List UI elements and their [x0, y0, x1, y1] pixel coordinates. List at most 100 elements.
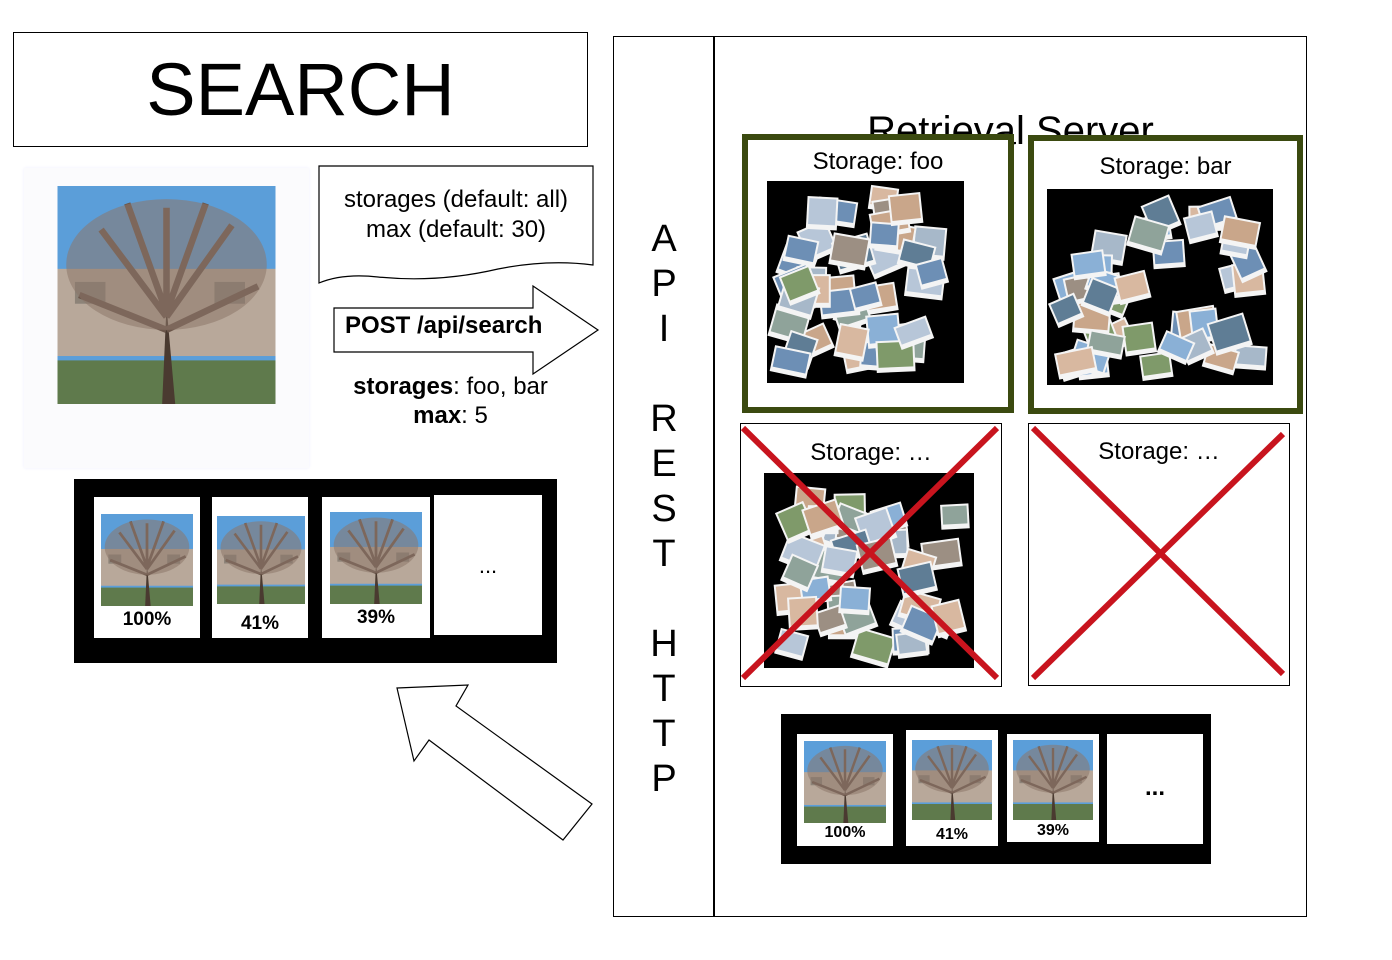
- tree-photo-icon: [330, 510, 422, 606]
- request-params: storages: foo, bar max: 5: [318, 372, 583, 430]
- api-gap: [614, 577, 714, 622]
- retrieval-server: Retrieval Server Storage: foo Storage: b…: [713, 36, 1307, 917]
- collage-thumbnail: [1080, 276, 1121, 317]
- storage-label: Storage: foo: [812, 148, 944, 175]
- result-card: 100%: [94, 497, 200, 638]
- collage-thumbnail: [1121, 321, 1158, 357]
- api-letter: R: [650, 398, 678, 440]
- api-letter: T: [652, 713, 676, 755]
- collage-thumbnail: [868, 221, 900, 251]
- photo-collection: [767, 181, 964, 383]
- storage-label: Storage: …: [1098, 438, 1220, 465]
- collage-thumbnail: [1156, 329, 1196, 366]
- tree-photo-icon: [42, 186, 291, 404]
- storage-label: Storage: …: [810, 439, 932, 466]
- collage-thumbnail: [1047, 292, 1085, 329]
- collage-thumbnail: [838, 585, 872, 616]
- photo-collage-icon: [773, 485, 970, 668]
- api-label: A P I R E S T H T T P: [614, 217, 714, 802]
- photo-collage-icon: [767, 184, 950, 379]
- collage-thumbnail: [780, 553, 820, 593]
- param-storages-value: : foo, bar: [453, 373, 548, 400]
- collage-thumbnail: [1206, 312, 1253, 356]
- collage-thumbnail: [778, 264, 821, 306]
- collage-thumbnail: [914, 256, 950, 290]
- result-card: 41%: [906, 730, 998, 846]
- api-letter: E: [651, 443, 677, 485]
- params-note: storages (default: all) max (default: 30…: [318, 165, 594, 287]
- more-indicator: ...: [1144, 774, 1165, 801]
- tree-photo-icon: [1013, 740, 1093, 820]
- result-card-more: ...: [434, 495, 542, 635]
- result-card: 39%: [322, 497, 430, 638]
- collage-thumbnail: [1125, 215, 1171, 256]
- note-text: storages (default: all) max (default: 30…: [318, 185, 594, 245]
- photo-collection: [1047, 189, 1273, 385]
- collage-thumbnail: [1218, 215, 1262, 251]
- api-letter: P: [651, 263, 677, 305]
- collage-thumbnail: [787, 595, 820, 632]
- param-max-value: : 5: [461, 402, 488, 429]
- collage-thumbnail: [1233, 344, 1268, 371]
- collage-thumbnail: [1070, 249, 1107, 281]
- search-title-box: SEARCH: [13, 32, 588, 147]
- api-letter: T: [652, 668, 676, 710]
- tree-photo-icon: [217, 514, 305, 606]
- cross-icon: [741, 425, 1000, 681]
- storage-excluded: Storage: …: [740, 423, 1002, 687]
- param-max-key: max: [413, 402, 462, 429]
- result-score: 41%: [240, 613, 280, 634]
- collage-thumbnail: [1085, 329, 1126, 360]
- result-card: 100%: [797, 734, 893, 846]
- collage-thumbnail: [893, 315, 935, 351]
- result-card: 39%: [1007, 734, 1099, 842]
- api-letter: T: [652, 533, 676, 575]
- collage-thumbnail: [865, 312, 902, 349]
- collage-thumbnail: [828, 232, 871, 271]
- query-image: [24, 168, 309, 468]
- result-score: 100%: [824, 824, 866, 841]
- api-letter: I: [658, 308, 670, 350]
- results-strip-left: 100% 41% 39% ...: [74, 479, 557, 663]
- storage-excluded: Storage: …: [1028, 423, 1290, 686]
- result-card-more: ...: [1107, 734, 1203, 844]
- collage-thumbnail: [1182, 210, 1219, 245]
- result-score: 100%: [122, 609, 172, 630]
- collage-thumbnail: [887, 191, 924, 227]
- result-score: 39%: [1036, 822, 1070, 839]
- storage-label: Storage: bar: [1099, 153, 1232, 180]
- result-score: 39%: [356, 607, 396, 628]
- collage-thumbnail: [805, 195, 839, 231]
- response-arrow-icon: [396, 684, 593, 841]
- photo-collage-icon: [1047, 194, 1268, 382]
- right-arrow-icon: [333, 284, 600, 376]
- more-indicator: ...: [478, 553, 498, 578]
- param-storages-key: storages: [353, 373, 454, 400]
- tree-photo-icon: [101, 512, 193, 608]
- note-storages-default: storages (default: all): [343, 186, 569, 213]
- collage-thumbnail: [1053, 345, 1098, 380]
- collage-thumbnail: [1113, 269, 1152, 306]
- tree-photo-icon: [912, 738, 992, 822]
- api-letter: H: [650, 623, 678, 665]
- api-letter: A: [651, 218, 677, 260]
- photo-collection: [764, 473, 974, 668]
- storage-foo: Storage: foo: [742, 134, 1014, 413]
- note-max-default: max (default: 30): [365, 216, 547, 243]
- search-title: SEARCH: [146, 48, 455, 131]
- storage-bar: Storage: bar: [1028, 135, 1303, 414]
- collage-thumbnail: [769, 345, 812, 379]
- cross-icon: [1030, 425, 1286, 681]
- collage-thumbnail: [833, 322, 870, 362]
- collage-thumbnail: [849, 626, 897, 668]
- api-gap: [614, 352, 714, 397]
- result-score: 41%: [935, 826, 969, 843]
- collage-thumbnail: [782, 234, 820, 268]
- note-shape: [318, 165, 594, 284]
- collage-thumbnail: [848, 281, 883, 314]
- tree-photo-icon: [804, 740, 886, 824]
- collage-thumbnail: [940, 503, 970, 530]
- result-card: 41%: [212, 497, 308, 638]
- api-layer: A P I R E S T H T T P: [613, 36, 715, 917]
- api-letter: S: [651, 488, 677, 530]
